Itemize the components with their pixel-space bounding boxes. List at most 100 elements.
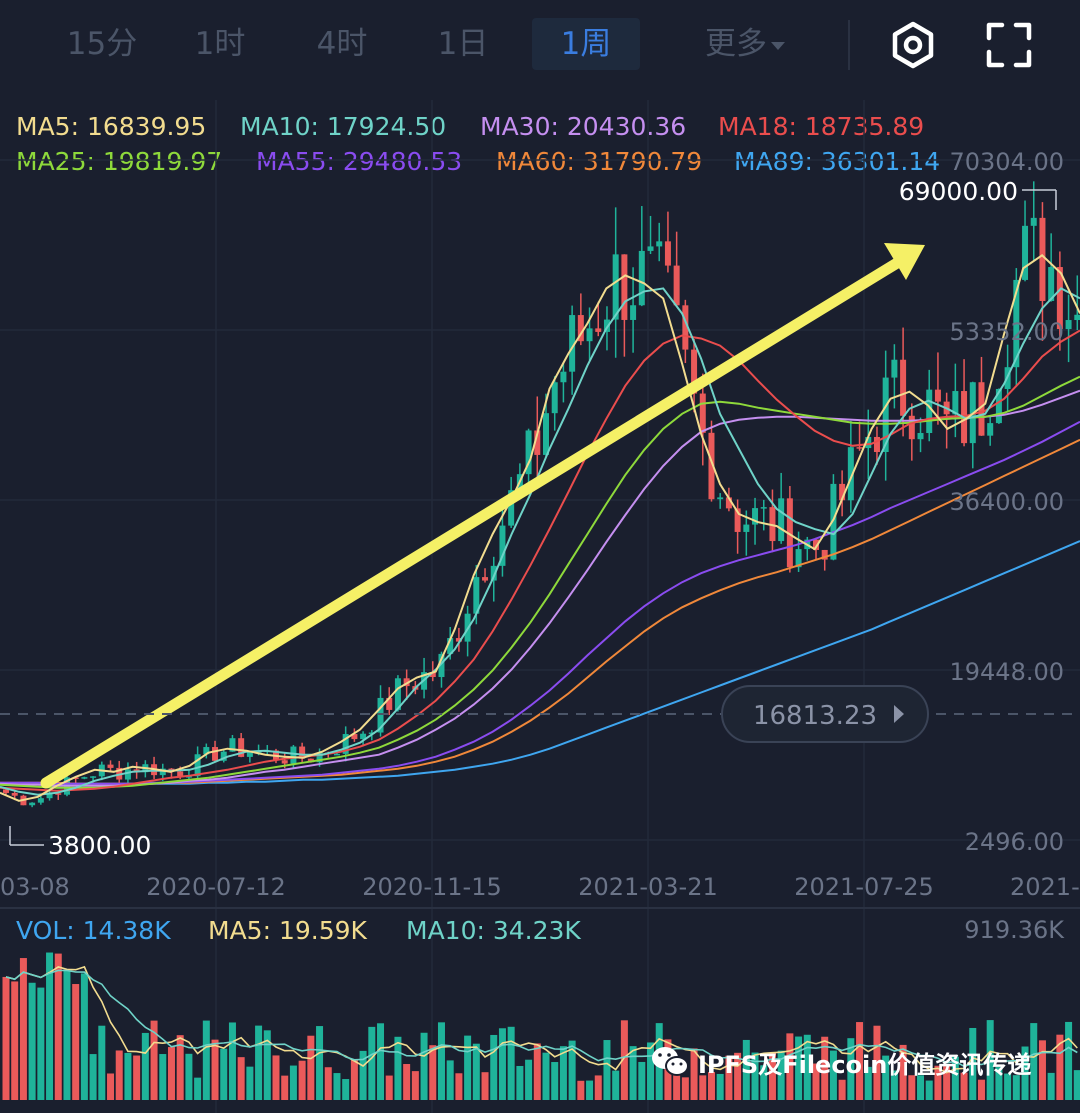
candle-body <box>699 393 706 433</box>
candle-body <box>325 752 332 755</box>
ma-line-ma89 <box>0 540 1080 785</box>
candle-body <box>691 349 698 394</box>
more-dropdown[interactable]: 更多 <box>690 18 800 70</box>
legend-ma5: MA5: 16839.95 <box>16 112 207 141</box>
volume-bar <box>411 1071 419 1100</box>
candle-body <box>273 750 279 761</box>
candle-body <box>55 793 62 795</box>
legend-ma55: MA55: 29480.53 <box>256 147 463 176</box>
volume-bar <box>63 970 71 1100</box>
x-tick: 03-08 <box>0 873 70 901</box>
legend-vol: VOL: 14.38K <box>16 916 171 945</box>
volume-bar <box>498 1028 506 1100</box>
candle-body <box>81 777 88 779</box>
volume-bar <box>464 1035 472 1100</box>
candle-body <box>743 524 750 532</box>
y-tick: 53352.00 <box>949 318 1064 346</box>
tab-1hour[interactable]: 1时 <box>194 26 246 62</box>
candle-body <box>508 490 515 526</box>
volume-bar <box>211 1039 219 1100</box>
tab-1day[interactable]: 1日 <box>437 26 489 62</box>
candle-body <box>621 254 628 320</box>
candle-body <box>246 752 253 757</box>
candle-body <box>856 447 863 449</box>
volume-bar <box>594 1075 602 1100</box>
low-label: 3800.00 <box>48 831 151 860</box>
candle-body <box>1056 267 1063 330</box>
ma-line-ma5 <box>0 254 1080 802</box>
candle-body <box>20 795 27 806</box>
volume-bar <box>263 1030 271 1100</box>
y-tick: 19448.00 <box>949 658 1064 686</box>
candle-body <box>412 686 419 690</box>
candle-body <box>908 415 915 440</box>
volume-bar <box>455 1073 463 1100</box>
candle-body <box>438 653 445 678</box>
candle-body <box>952 391 959 415</box>
candle-body <box>299 746 306 759</box>
candle-body <box>490 565 497 581</box>
candle-body <box>429 672 436 678</box>
volume-bar <box>359 1050 367 1100</box>
vol-max-label: 919.36K <box>964 916 1065 944</box>
volume-bar <box>237 1057 245 1100</box>
high-label: 69000.00 <box>899 177 1018 206</box>
candle-body <box>90 776 97 778</box>
candle-body <box>603 319 610 332</box>
legend-ma30: MA30: 20430.36 <box>480 112 687 141</box>
settings-button[interactable] <box>888 20 938 70</box>
volume-bar <box>19 958 27 1100</box>
candle-body <box>577 315 584 342</box>
candle-body <box>290 746 297 764</box>
volume-bar <box>89 1054 97 1100</box>
tab-15min[interactable]: 15分 <box>66 26 138 62</box>
wechat-icon <box>650 1044 690 1080</box>
candle-body <box>839 483 846 501</box>
candle-body <box>612 254 619 320</box>
candle-body <box>813 539 819 550</box>
candle-body <box>1039 217 1046 301</box>
candle-body <box>11 792 18 796</box>
candle-body <box>586 328 593 342</box>
volume-bar <box>377 1023 385 1100</box>
toolbar-divider <box>848 20 850 70</box>
candle-body <box>516 474 523 491</box>
volume-bar <box>150 1020 158 1100</box>
candle-body <box>360 733 367 740</box>
volume-bar <box>568 1040 576 1100</box>
candle-body <box>978 382 985 436</box>
candle-body <box>3 789 9 793</box>
more-label: 更多 <box>705 26 767 62</box>
candle-body <box>900 359 907 416</box>
volume-bar <box>115 1050 123 1100</box>
tab-1week[interactable]: 1周 <box>532 18 640 70</box>
gear-icon <box>892 21 934 69</box>
candle-body <box>760 507 767 509</box>
volume-bar <box>176 1035 184 1100</box>
candle-body <box>734 508 741 532</box>
candle-body <box>194 754 201 777</box>
volume-bar <box>977 1079 985 1100</box>
candle-body <box>647 246 654 251</box>
volume-bar <box>1047 1072 1055 1100</box>
candle-body <box>368 732 375 735</box>
volume-bar <box>516 1065 524 1100</box>
caret-right-icon <box>894 705 904 723</box>
candle-body <box>1004 367 1011 389</box>
candle-body <box>377 697 384 733</box>
candle-body <box>1074 314 1080 321</box>
current-price-badge <box>721 685 929 743</box>
uptrend-arrow <box>40 243 925 789</box>
volume-bar <box>194 1077 202 1100</box>
ma-line-ma60 <box>0 438 1080 785</box>
candle-body <box>403 678 410 687</box>
volume-bar <box>620 1020 628 1100</box>
volume-bar <box>542 1052 550 1100</box>
fullscreen-button[interactable] <box>984 20 1034 70</box>
tab-4hour[interactable]: 4时 <box>316 26 368 62</box>
candle-body <box>638 250 645 306</box>
candle-body <box>873 436 880 453</box>
candle-body <box>482 577 489 581</box>
volume-bar <box>133 1055 141 1100</box>
candle-body <box>630 305 637 320</box>
